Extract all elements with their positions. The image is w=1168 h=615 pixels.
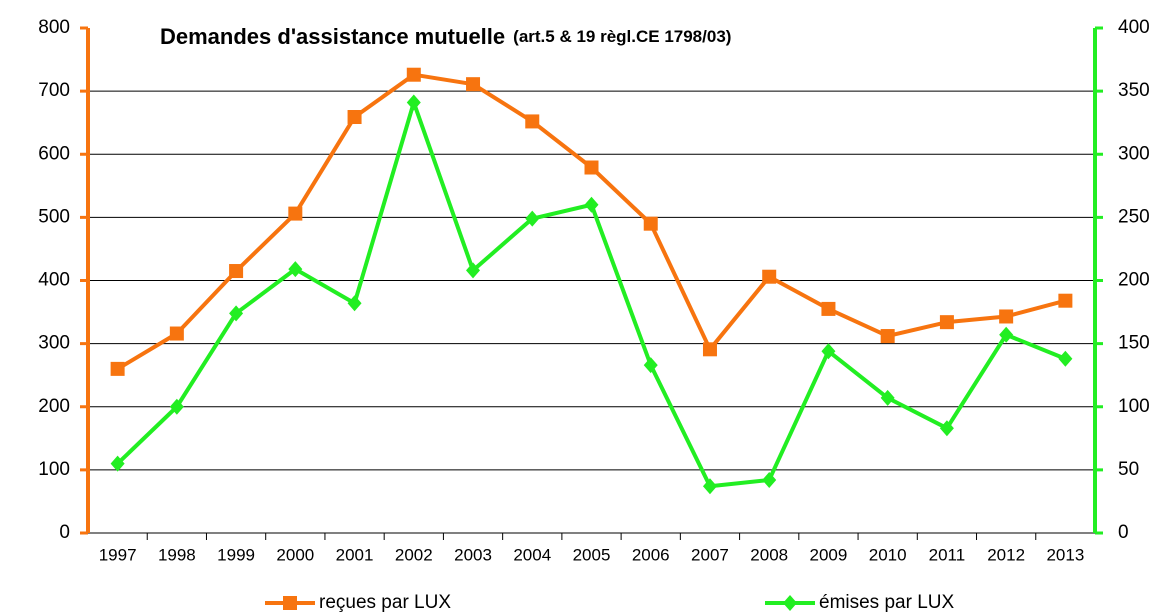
legend-marker — [783, 595, 797, 611]
data-point — [466, 77, 481, 92]
data-point — [347, 295, 362, 312]
data-point — [1058, 293, 1073, 308]
x-tick-label: 2009 — [810, 545, 848, 564]
x-tick-label: 2002 — [395, 545, 433, 564]
data-point — [821, 343, 836, 360]
x-tick-label: 2005 — [573, 545, 611, 564]
data-point — [880, 389, 895, 406]
y2-tick-label: 300 — [1118, 143, 1150, 164]
y-tick-label: 500 — [38, 206, 70, 227]
x-tick-label: 2006 — [632, 545, 670, 564]
x-tick-label: 2010 — [869, 545, 907, 564]
data-point — [110, 361, 125, 376]
data-point — [169, 398, 184, 415]
data-point — [999, 309, 1014, 324]
y2-tick-label: 0 — [1118, 522, 1129, 543]
y-tick-label: 200 — [38, 396, 70, 417]
x-tick-label: 2012 — [987, 545, 1025, 564]
data-point — [643, 216, 658, 231]
x-tick-label: 2013 — [1046, 545, 1084, 564]
title-main: Demandes d'assistance mutuelle — [160, 24, 505, 49]
legend-label: émises par LUX — [819, 592, 954, 613]
data-point — [288, 261, 303, 278]
y-tick-label: 800 — [38, 17, 70, 38]
y2-tick-label: 50 — [1118, 459, 1139, 480]
legend-marker — [283, 596, 297, 610]
y-tick-label: 0 — [59, 522, 70, 543]
data-point — [643, 357, 658, 374]
data-point — [229, 305, 244, 322]
data-point — [762, 471, 777, 488]
data-point — [939, 420, 954, 437]
x-tick-label: 2004 — [513, 545, 551, 564]
y-tick-label: 600 — [38, 143, 70, 164]
x-tick-label: 2001 — [336, 545, 374, 564]
data-point — [110, 455, 125, 472]
legend-label: reçues par LUX — [319, 592, 451, 613]
chart-title: Demandes d'assistance mutuelle (art.5 & 1… — [160, 24, 731, 49]
series-line — [116, 72, 1066, 371]
series-line — [116, 100, 1067, 489]
title-note: (art.5 & 19 règl.CE 1798/03) — [513, 27, 731, 46]
data-point — [821, 301, 836, 316]
y-tick-label: 400 — [38, 270, 70, 291]
x-tick-label: 2011 — [929, 545, 966, 564]
y2-tick-label: 400 — [1118, 17, 1150, 38]
x-tick-label: 1997 — [99, 545, 137, 564]
data-point — [702, 478, 717, 495]
data-point — [169, 326, 184, 341]
data-point — [880, 329, 895, 344]
x-tick-label: 1999 — [217, 545, 255, 564]
data-point — [762, 269, 777, 284]
data-point — [584, 160, 599, 175]
data-point — [939, 315, 954, 330]
x-tick-label: 2000 — [276, 545, 314, 564]
data-point — [525, 210, 540, 227]
y2-tick-label: 150 — [1118, 333, 1150, 354]
y2-tick-label: 100 — [1118, 396, 1150, 417]
y-tick-label: 300 — [38, 333, 70, 354]
data-point — [702, 342, 717, 357]
data-point — [406, 94, 421, 111]
data-point — [288, 206, 303, 221]
data-point — [999, 326, 1014, 343]
x-tick-label: 2007 — [691, 545, 729, 564]
y-tick-label: 700 — [38, 80, 70, 101]
y2-tick-label: 250 — [1118, 206, 1150, 227]
x-tick-label: 2003 — [454, 545, 492, 564]
data-point — [525, 114, 540, 129]
y2-tick-label: 200 — [1118, 270, 1150, 291]
data-point — [229, 264, 244, 279]
y-tick-label: 100 — [38, 459, 70, 480]
x-tick-label: 1998 — [158, 545, 196, 564]
data-point — [1058, 350, 1073, 367]
data-point — [406, 67, 421, 82]
y2-tick-label: 350 — [1118, 80, 1150, 101]
data-point — [347, 110, 362, 125]
data-point — [466, 262, 481, 279]
x-tick-label: 2008 — [750, 545, 788, 564]
data-point — [584, 196, 599, 213]
